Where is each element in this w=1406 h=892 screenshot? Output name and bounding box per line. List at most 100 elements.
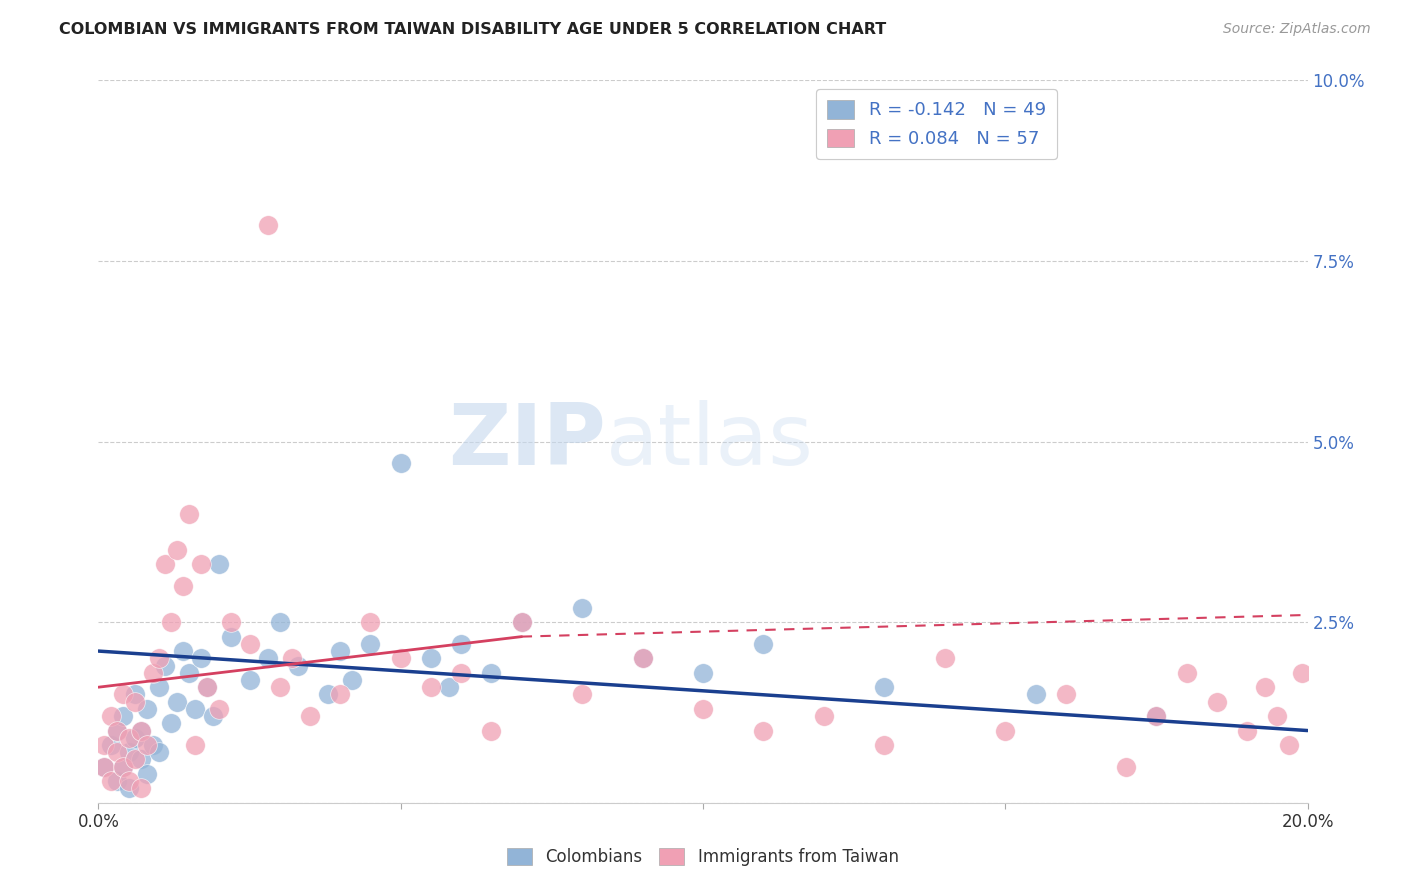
Point	[142, 738, 165, 752]
Point	[129, 723, 152, 738]
Point	[571, 600, 593, 615]
Text: Source: ZipAtlas.com: Source: ZipAtlas.com	[1223, 22, 1371, 37]
Point	[631, 651, 654, 665]
Point	[221, 615, 243, 630]
Point	[124, 752, 146, 766]
Legend: R = -0.142   N = 49, R = 0.084   N = 57: R = -0.142 N = 49, R = 0.084 N = 57	[817, 89, 1057, 159]
Point	[1206, 695, 1229, 709]
Point	[118, 781, 141, 796]
Point	[129, 752, 152, 766]
Point	[105, 774, 128, 789]
Text: ZIP: ZIP	[449, 400, 606, 483]
Point	[111, 687, 134, 701]
Point	[142, 665, 165, 680]
Point	[111, 760, 134, 774]
Point	[510, 615, 533, 630]
Point	[692, 702, 714, 716]
Point	[93, 760, 115, 774]
Point	[239, 673, 262, 687]
Point	[994, 723, 1017, 738]
Text: COLOMBIAN VS IMMIGRANTS FROM TAIWAN DISABILITY AGE UNDER 5 CORRELATION CHART: COLOMBIAN VS IMMIGRANTS FROM TAIWAN DISA…	[59, 22, 886, 37]
Point	[172, 644, 194, 658]
Point	[631, 651, 654, 665]
Point	[195, 680, 218, 694]
Point	[179, 507, 201, 521]
Point	[299, 709, 322, 723]
Point	[202, 709, 225, 723]
Point	[287, 658, 309, 673]
Point	[100, 709, 122, 723]
Point	[481, 665, 503, 680]
Point	[1254, 680, 1277, 694]
Point	[184, 702, 207, 716]
Point	[172, 579, 194, 593]
Point	[105, 723, 128, 738]
Point	[129, 781, 152, 796]
Point	[389, 651, 412, 665]
Point	[1236, 723, 1258, 738]
Point	[481, 723, 503, 738]
Point	[111, 760, 134, 774]
Point	[360, 615, 382, 630]
Point	[752, 637, 775, 651]
Point	[269, 680, 291, 694]
Point	[813, 709, 835, 723]
Point	[692, 665, 714, 680]
Point	[153, 558, 176, 572]
Point	[166, 695, 188, 709]
Point	[873, 738, 896, 752]
Point	[100, 738, 122, 752]
Point	[752, 723, 775, 738]
Point	[93, 760, 115, 774]
Point	[1175, 665, 1198, 680]
Point	[1024, 687, 1046, 701]
Point	[1054, 687, 1077, 701]
Point	[239, 637, 262, 651]
Point	[129, 723, 152, 738]
Point	[124, 695, 146, 709]
Point	[105, 723, 128, 738]
Point	[148, 745, 170, 759]
Point	[135, 738, 157, 752]
Point	[221, 630, 243, 644]
Point	[179, 665, 201, 680]
Point	[208, 558, 231, 572]
Point	[166, 542, 188, 557]
Point	[1267, 709, 1289, 723]
Legend: Colombians, Immigrants from Taiwan: Colombians, Immigrants from Taiwan	[499, 840, 907, 875]
Point	[105, 745, 128, 759]
Point	[510, 615, 533, 630]
Point	[437, 680, 460, 694]
Point	[195, 680, 218, 694]
Point	[160, 615, 183, 630]
Point	[160, 716, 183, 731]
Point	[190, 651, 212, 665]
Point	[420, 680, 443, 694]
Point	[153, 658, 176, 673]
Point	[256, 651, 278, 665]
Point	[93, 738, 115, 752]
Point	[100, 774, 122, 789]
Point	[190, 558, 212, 572]
Point	[1291, 665, 1313, 680]
Point	[420, 651, 443, 665]
Point	[450, 637, 472, 651]
Point	[360, 637, 382, 651]
Point	[111, 709, 134, 723]
Point	[389, 456, 412, 470]
Point	[208, 702, 231, 716]
Point	[1144, 709, 1167, 723]
Point	[135, 702, 157, 716]
Point	[135, 767, 157, 781]
Point	[342, 673, 364, 687]
Point	[1115, 760, 1137, 774]
Text: atlas: atlas	[606, 400, 814, 483]
Point	[184, 738, 207, 752]
Point	[148, 651, 170, 665]
Point	[269, 615, 291, 630]
Point	[329, 644, 352, 658]
Point	[124, 687, 146, 701]
Point	[329, 687, 352, 701]
Point	[450, 665, 472, 680]
Point	[118, 745, 141, 759]
